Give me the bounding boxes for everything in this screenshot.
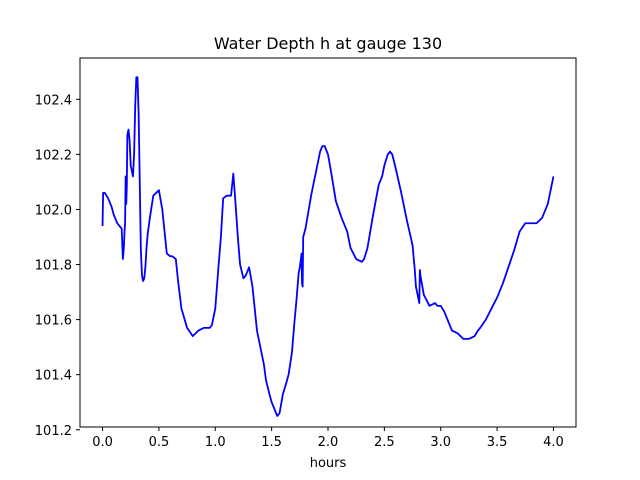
y-tick-label: 102.4: [35, 93, 72, 108]
x-tick-label: 0.5: [149, 435, 170, 450]
x-axis-label: hours: [310, 456, 347, 471]
x-tick-label: 2.0: [318, 435, 339, 450]
x-axis: 0.0 0.5 1.0 1.5 2.0 2.5 3.0 3.5 4.0: [92, 427, 564, 450]
series-line-0: [101, 76, 555, 417]
x-tick-label: 2.5: [374, 435, 395, 450]
x-tick-label: 3.0: [430, 435, 451, 450]
x-tick-label: 3.5: [487, 435, 508, 450]
x-tick-label: 4.0: [543, 435, 564, 450]
plot-area: [101, 76, 555, 417]
y-tick-label: 101.4: [35, 369, 72, 384]
y-tick-label: 102.0: [35, 203, 72, 218]
y-tick-label: 101.6: [35, 314, 72, 329]
x-tick-label: 1.0: [205, 435, 226, 450]
chart-title: Water Depth h at gauge 130: [214, 34, 442, 53]
x-tick-label: 1.5: [261, 435, 282, 450]
y-tick-label: 101.8: [35, 259, 72, 274]
y-axis: 101.2 101.4 101.6 101.8 102.0 102.2 102.4: [35, 93, 80, 439]
y-tick-label: 101.2: [35, 424, 72, 439]
x-tick-label: 0.0: [92, 435, 113, 450]
y-tick-label: 102.2: [35, 148, 72, 163]
